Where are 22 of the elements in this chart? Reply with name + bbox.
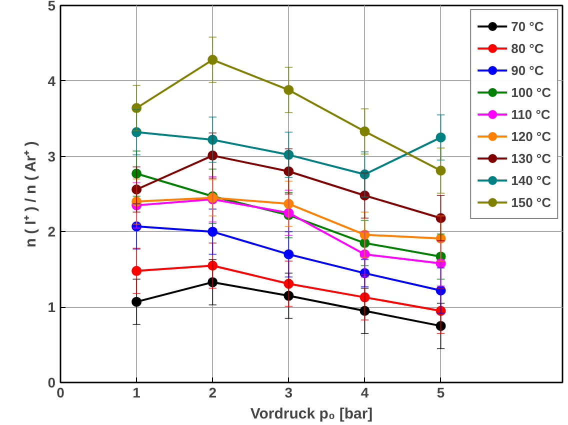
legend-label: 90 °C: [511, 62, 544, 78]
y-tick-label: 5: [48, 0, 56, 14]
y-axis-title: n ( I⁺ ) / n ( Ar⁺ ): [22, 141, 40, 248]
legend-label: 100 °C: [511, 84, 551, 100]
legend-label: 150 °C: [511, 194, 551, 210]
y-tick-label: 1: [48, 299, 56, 316]
x-tick-label: 3: [284, 384, 293, 400]
y-tick-label: 0: [48, 374, 56, 390]
legend-label: 130 °C: [511, 150, 551, 166]
legend-label: 110 °C: [511, 106, 550, 122]
y-tick-label: 4: [48, 72, 56, 89]
legend-label: 140 °C: [511, 172, 551, 188]
x-tick-label: 2: [208, 384, 217, 400]
y-tick-label: 3: [48, 148, 56, 164]
x-tick-label: 5: [436, 384, 445, 400]
x-tick-label: 4: [360, 384, 369, 400]
x-axis-title: Vordruck p₀ [bar]: [250, 406, 373, 422]
y-tick-label: 2: [48, 224, 56, 240]
legend-label: 120 °C: [511, 128, 551, 144]
legend-label: 80 °C: [511, 40, 544, 56]
legend-label: 70 °C: [511, 18, 544, 34]
x-tick-label: 1: [132, 384, 141, 400]
